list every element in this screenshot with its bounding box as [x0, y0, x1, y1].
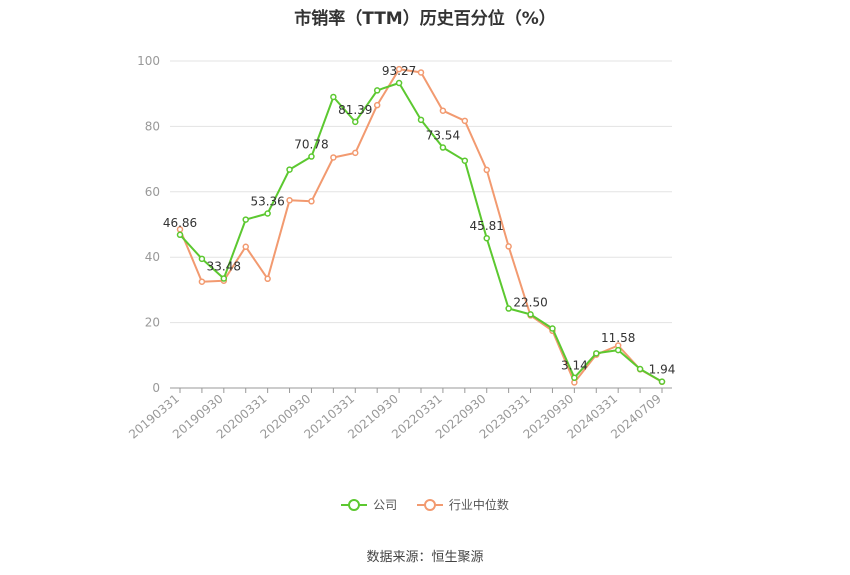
- series-0-point-14: [483, 234, 490, 242]
- data-label-22: 1.94: [649, 363, 676, 377]
- series-0-point-22: [658, 378, 666, 385]
- y-tick-label-20: 20: [145, 316, 160, 330]
- series-1-point-9: [373, 101, 381, 109]
- series-0-point-16: [527, 311, 534, 318]
- data-label-0: 46.86: [163, 216, 197, 230]
- data-label-16: 22.50: [513, 295, 547, 309]
- legend: 公司 行业中位数: [0, 496, 850, 514]
- series-1-point-15: [505, 243, 512, 250]
- series-0-point-15: [505, 305, 512, 312]
- data-label-12: 73.54: [426, 129, 460, 143]
- legend-item-industry[interactable]: 行业中位数: [416, 496, 509, 513]
- chart-title: 市销率（TTM）历史百分位（%）: [294, 9, 556, 29]
- y-tick-label-40: 40: [145, 250, 160, 264]
- series-1-point-3: [242, 243, 249, 250]
- series-line-1: [179, 68, 663, 384]
- grid-layer: [170, 60, 672, 324]
- data-label-14: 45.81: [470, 219, 504, 233]
- data-label-18: 3.14: [561, 359, 588, 373]
- series-layer: [176, 65, 666, 386]
- series-1-point-4: [264, 275, 271, 283]
- legend-swatch-company: [341, 498, 368, 511]
- series-1-point-14: [483, 166, 490, 174]
- data-label-4: 53.36: [250, 195, 284, 209]
- data-label-2: 33.48: [207, 260, 241, 274]
- y-tick-label-0: 0: [152, 381, 160, 395]
- label-layer: 46.86 33.48 53.36 70.78 81.39 93.27 73.54 45.81…: [163, 64, 676, 377]
- series-1-point-13: [461, 117, 469, 125]
- y-tick-label-60: 60: [145, 185, 160, 199]
- series-1-point-12: [439, 107, 447, 114]
- series-1-point-7: [330, 154, 337, 161]
- series-0-point-13: [461, 157, 469, 164]
- legend-label-industry: 行业中位数: [448, 498, 509, 512]
- series-1-point-1: [198, 278, 206, 285]
- series-0-point-7: [330, 93, 337, 101]
- series-1-point-11: [417, 69, 425, 76]
- series-0-point-2: [220, 275, 228, 282]
- series-0-point-1: [198, 255, 206, 263]
- series-0-point-11: [417, 116, 425, 124]
- series-1-point-6: [308, 198, 315, 205]
- series-0-point-10: [395, 79, 403, 87]
- data-label-6: 70.78: [294, 138, 328, 152]
- data-label-20: 11.58: [601, 331, 635, 345]
- series-1-point-5: [286, 197, 293, 204]
- y-tick-label-100: 100: [137, 54, 160, 68]
- series-0-point-5: [286, 166, 293, 173]
- data-label-10: 93.27: [382, 64, 416, 78]
- y-tick-label-80: 80: [145, 119, 160, 133]
- series-0-point-8: [352, 118, 359, 126]
- series-0-point-17: [549, 325, 556, 332]
- axis-layer: 0204060801002019033120190930202003312020…: [126, 54, 672, 442]
- series-0-point-0: [176, 231, 184, 239]
- series-0-point-18: [571, 374, 578, 381]
- legend-label-company: 公司: [373, 498, 398, 512]
- series-0-point-4: [264, 210, 271, 217]
- series-0-point-19: [593, 350, 600, 357]
- series-1-point-10: [395, 65, 403, 73]
- legend-swatch-industry: [416, 498, 443, 511]
- data-label-8: 81.39: [338, 103, 372, 117]
- series-0-point-21: [636, 365, 644, 373]
- series-0-point-20: [614, 346, 622, 354]
- series-0-point-12: [439, 144, 447, 151]
- data-source: 数据来源：恒生聚源: [366, 550, 484, 565]
- series-0-point-3: [242, 216, 249, 223]
- series-line-0: [179, 82, 663, 383]
- series-0-point-9: [373, 87, 381, 94]
- series-1-point-8: [352, 149, 359, 157]
- series-0-point-6: [308, 153, 315, 160]
- legend-item-company[interactable]: 公司: [341, 496, 397, 513]
